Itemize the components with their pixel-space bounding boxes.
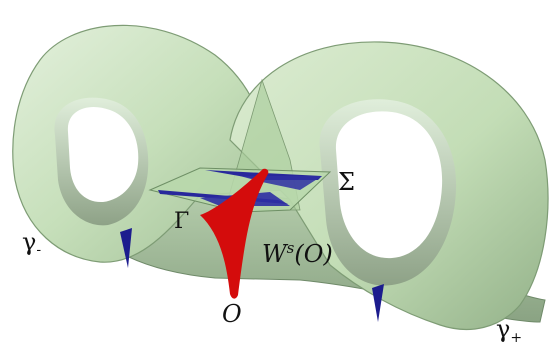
label-stable-manifold: Ws(O) bbox=[262, 239, 333, 268]
blue-cusp-left bbox=[120, 228, 132, 268]
label-gamma-plus: γ+ bbox=[496, 315, 522, 346]
label-capital-gamma: Γ bbox=[174, 209, 189, 234]
red-stable-manifold bbox=[200, 168, 269, 299]
right-hole bbox=[319, 99, 457, 286]
label-sigma: Σ bbox=[338, 168, 355, 196]
blue-cusp-right bbox=[372, 284, 384, 322]
label-gamma-minus: γ- bbox=[22, 228, 41, 258]
left-hole bbox=[54, 97, 149, 226]
label-origin: O bbox=[222, 300, 242, 328]
